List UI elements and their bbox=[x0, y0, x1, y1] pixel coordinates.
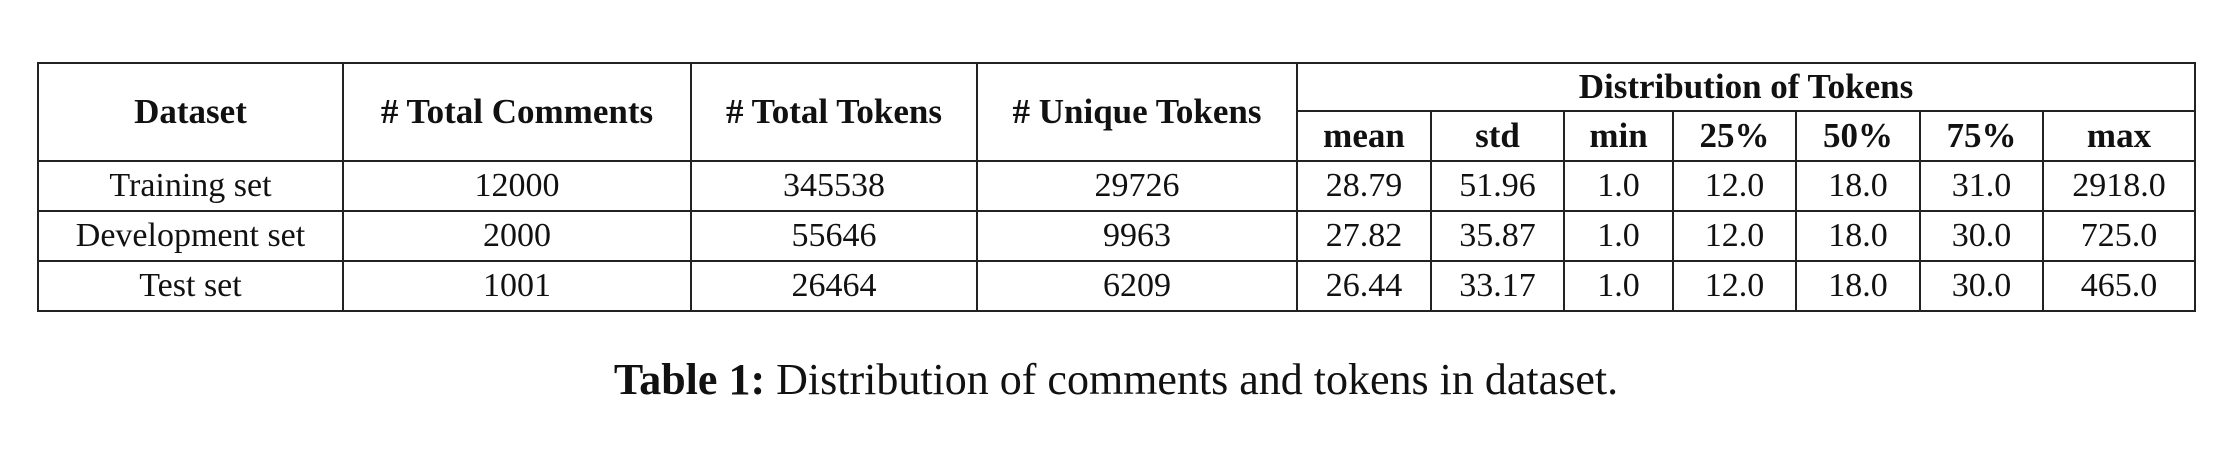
table-cell: 26464 bbox=[690, 260, 978, 312]
table-cell: 12.0 bbox=[1672, 210, 1797, 262]
table-row: Training set 12000 345538 29726 28.79 51… bbox=[37, 160, 2197, 212]
table-cell: 30.0 bbox=[1919, 210, 2044, 262]
header-std: std bbox=[1430, 110, 1565, 162]
table-cell: Development set bbox=[37, 210, 344, 262]
table-cell: 28.79 bbox=[1296, 160, 1432, 212]
table-cell: 31.0 bbox=[1919, 160, 2044, 212]
table-cell: 51.96 bbox=[1430, 160, 1565, 212]
header-50-percentile: 50% bbox=[1795, 110, 1921, 162]
table-cell: 33.17 bbox=[1430, 260, 1565, 312]
table-cell: 2918.0 bbox=[2041, 160, 2197, 212]
table-cell: 27.82 bbox=[1296, 210, 1432, 262]
table-cell: 1.0 bbox=[1563, 260, 1674, 312]
table-cell: 26.44 bbox=[1296, 260, 1432, 312]
table-cell: 30.0 bbox=[1919, 260, 2044, 312]
header-mean: mean bbox=[1296, 110, 1432, 162]
caption-label: Table 1: bbox=[613, 355, 766, 404]
table-cell: 12.0 bbox=[1672, 260, 1797, 312]
table-cell: 725.0 bbox=[2041, 210, 2197, 262]
table-caption: Table 1: Distribution of comments and to… bbox=[0, 352, 2232, 408]
header-total-tokens: # Total Tokens bbox=[690, 62, 978, 162]
header-75-percentile: 75% bbox=[1919, 110, 2044, 162]
table-cell: 9963 bbox=[976, 210, 1298, 262]
table-cell: 55646 bbox=[690, 210, 978, 262]
table-cell: 1.0 bbox=[1563, 210, 1674, 262]
table-cell: 18.0 bbox=[1795, 160, 1921, 212]
table-cell: 35.87 bbox=[1430, 210, 1565, 262]
dataset-table-container: Dataset # Total Comments # Total Tokens … bbox=[37, 62, 2197, 312]
table-cell: 345538 bbox=[690, 160, 978, 212]
table-cell: 1001 bbox=[342, 260, 692, 312]
header-25-percentile: 25% bbox=[1672, 110, 1797, 162]
dataset-distribution-table: Dataset # Total Comments # Total Tokens … bbox=[37, 62, 2197, 312]
table-cell: 465.0 bbox=[2041, 260, 2197, 312]
table-row: Test set 1001 26464 6209 26.44 33.17 1.0… bbox=[37, 260, 2197, 312]
header-distribution-of-tokens: Distribution of Tokens bbox=[1295, 62, 2197, 112]
table-cell: 18.0 bbox=[1795, 260, 1921, 312]
table-row: Development set 2000 55646 9963 27.82 35… bbox=[37, 210, 2197, 262]
table-cell: 2000 bbox=[342, 210, 692, 262]
table-cell: 6209 bbox=[976, 260, 1298, 312]
table-cell: 29726 bbox=[976, 160, 1298, 212]
table-cell: Test set bbox=[37, 260, 344, 312]
header-total-comments: # Total Comments bbox=[342, 62, 692, 162]
table-cell: 1.0 bbox=[1563, 160, 1674, 212]
header-unique-tokens: # Unique Tokens bbox=[976, 62, 1298, 162]
header-dataset: Dataset bbox=[37, 62, 344, 162]
table-cell: Training set bbox=[37, 160, 344, 212]
table-cell: 18.0 bbox=[1795, 210, 1921, 262]
header-max: max bbox=[2041, 110, 2197, 162]
caption-text: Distribution of comments and tokens in d… bbox=[776, 355, 1619, 404]
table-cell: 12.0 bbox=[1672, 160, 1797, 212]
header-min: min bbox=[1563, 110, 1674, 162]
table-cell: 12000 bbox=[342, 160, 692, 212]
